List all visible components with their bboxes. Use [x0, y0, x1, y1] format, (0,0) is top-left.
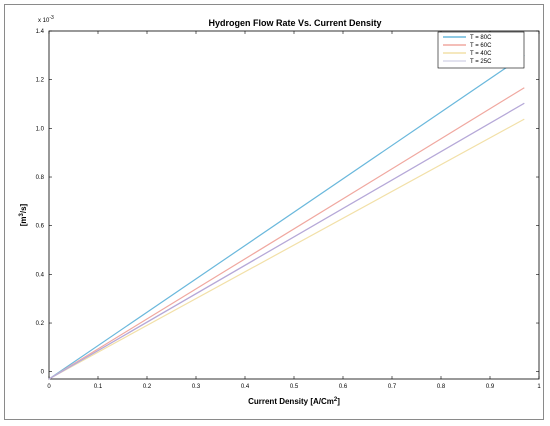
series-lines [48, 54, 525, 380]
y-axis-label-end: /s] [19, 203, 28, 213]
chart-title: Hydrogen Flow Rate Vs. Current Density [208, 18, 381, 28]
x-tick-label: 0.2 [143, 384, 152, 390]
y-multiplier: x 10-3 [38, 15, 54, 24]
series-line-2 [48, 118, 525, 380]
y-tick-label: 1.2 [36, 78, 45, 84]
legend-label: T = 40C [470, 51, 492, 57]
series-line-4 [48, 102, 525, 380]
y-tick-label: 0.8 [36, 175, 45, 181]
x-axis-label-sup: 2 [334, 397, 338, 403]
x-axis-label-main: Current Density [A/Cm [248, 397, 334, 406]
x-tick-label: 0.8 [437, 384, 446, 390]
y-tick-label: 0.6 [36, 224, 45, 230]
y-axis-label-sup: 3 [19, 212, 25, 216]
y-tick-label: 0.2 [36, 321, 45, 327]
y-multiplier-base: x 10 [38, 18, 50, 24]
y-axis-label: [m3/s] [19, 203, 28, 226]
legend-label: T = 60C [470, 43, 492, 49]
legend-items: T = 80C T = 60C T = 40C T = 25C [443, 35, 492, 65]
x-ticks: 0 0.1 0.2 0.3 0.4 0.5 0.6 0.7 0.8 0.9 1 [47, 31, 541, 390]
legend-label: T = 25C [470, 59, 492, 65]
plot-area [48, 30, 540, 380]
y-tick-label: 1.4 [36, 29, 45, 35]
x-tick-label: 0.5 [290, 384, 299, 390]
x-tick-label: 0.4 [241, 384, 250, 390]
y-tick-label: 0 [41, 370, 45, 376]
figure-frame [4, 4, 544, 420]
legend-label: T = 80C [470, 35, 492, 41]
series-line-1 [48, 87, 525, 380]
x-axis-label-end: ] [337, 397, 340, 406]
y-ticks: 0 0.2 0.4 0.6 0.8 1.0 1.2 1.4 [36, 29, 539, 376]
y-multiplier-exp: -3 [49, 15, 54, 21]
x-tick-label: 0.3 [192, 384, 201, 390]
legend: T = 80C T = 60C T = 40C T = 25C [437, 31, 525, 69]
y-axis-label-main: [m [19, 216, 28, 226]
x-tick-label: 0.6 [339, 384, 348, 390]
x-tick-label: 1 [537, 384, 541, 390]
x-tick-label: 0 [47, 384, 51, 390]
x-tick-label: 0.7 [388, 384, 397, 390]
legend-box [437, 31, 525, 69]
y-tick-label: 1.0 [36, 126, 45, 132]
x-axis-label: Current Density [A/Cm2] [248, 397, 340, 406]
x-tick-label: 0.9 [486, 384, 495, 390]
y-tick-label: 0.4 [36, 272, 45, 278]
series-line-0 [48, 54, 525, 380]
x-tick-label: 0.1 [94, 384, 103, 390]
